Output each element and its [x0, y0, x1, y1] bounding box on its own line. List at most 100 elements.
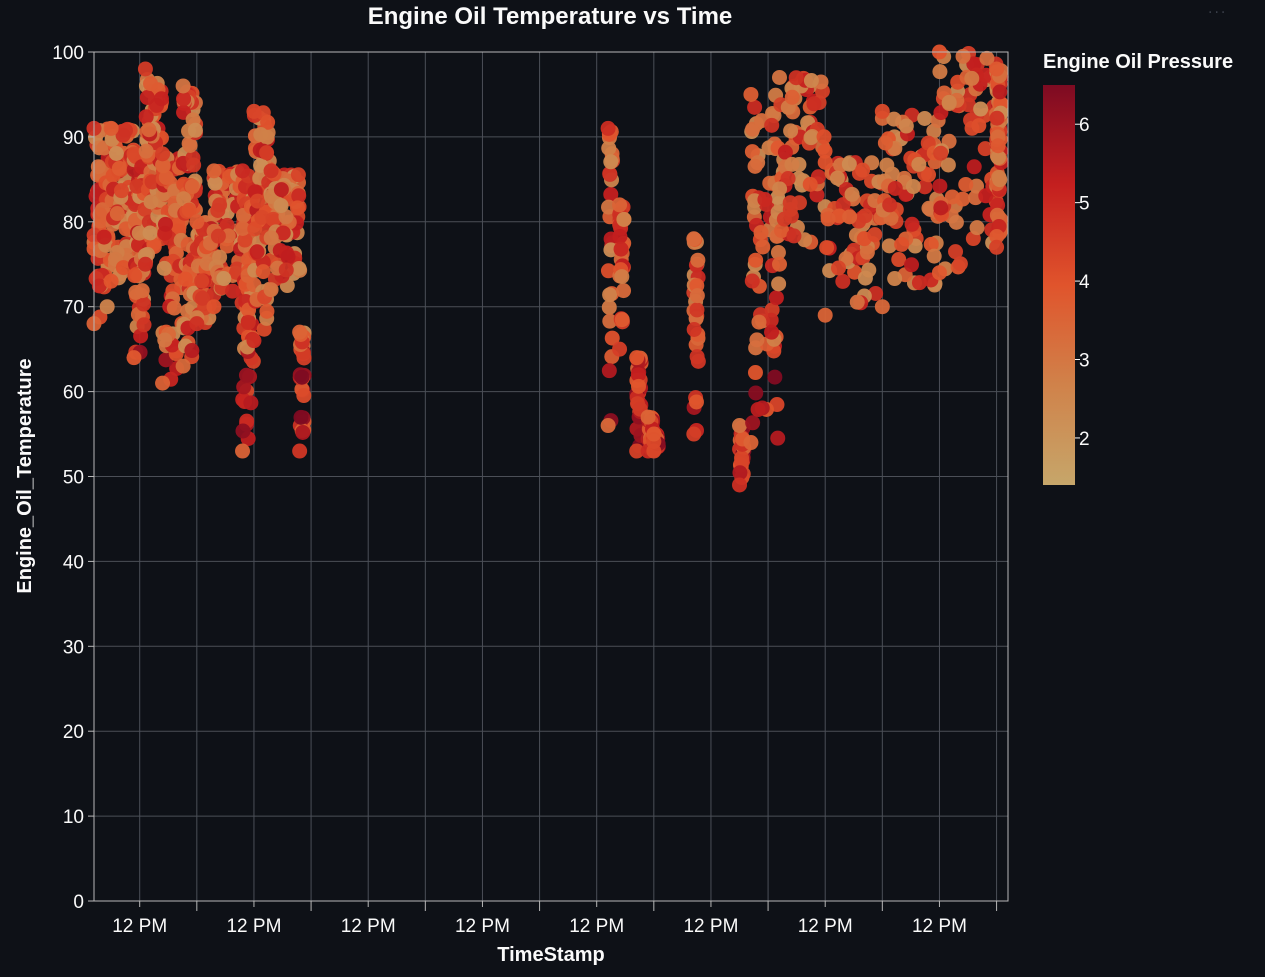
data-point: [206, 299, 222, 315]
y-tick-label: 50: [63, 468, 84, 489]
data-point: [108, 146, 124, 162]
data-point: [612, 229, 628, 245]
data-point: [141, 122, 157, 138]
data-point: [940, 157, 956, 173]
data-point: [138, 109, 154, 125]
data-point: [955, 48, 971, 64]
data-point: [820, 211, 836, 227]
data-point: [236, 379, 252, 395]
data-point: [601, 140, 617, 156]
data-point: [780, 171, 796, 187]
data-point: [911, 156, 927, 172]
data-point: [753, 224, 769, 240]
data-point: [235, 443, 251, 459]
data-point: [176, 91, 192, 107]
x-tick-label: 12 PM: [683, 916, 738, 937]
data-point: [770, 430, 786, 446]
data-point: [743, 435, 759, 451]
data-point: [921, 200, 937, 216]
data-point: [238, 367, 254, 383]
x-tick-label: 12 PM: [226, 916, 281, 937]
y-tick-label: 0: [73, 892, 84, 913]
data-point: [629, 350, 645, 366]
data-point: [926, 248, 942, 264]
data-point: [749, 332, 765, 348]
data-point: [184, 179, 200, 195]
data-point: [989, 239, 1005, 255]
data-point: [616, 211, 632, 227]
y-tick-label: 60: [63, 383, 84, 404]
data-point: [290, 200, 306, 216]
data-point: [182, 137, 198, 153]
data-point: [932, 64, 948, 80]
data-point: [979, 50, 995, 66]
data-point: [194, 290, 210, 306]
data-point: [280, 249, 296, 265]
data-point: [96, 229, 112, 245]
data-point: [295, 424, 311, 440]
data-point: [958, 176, 974, 192]
data-point: [784, 89, 800, 105]
data-point: [139, 90, 155, 106]
data-point: [103, 273, 119, 289]
data-point: [802, 176, 818, 192]
data-point: [747, 99, 763, 115]
data-point: [177, 271, 193, 287]
data-point: [263, 282, 279, 298]
data-point: [157, 216, 173, 232]
data-point: [187, 122, 203, 138]
data-point: [816, 129, 832, 145]
color-legend-tick-label: 5: [1079, 194, 1090, 215]
data-point: [803, 130, 819, 146]
data-point: [278, 209, 294, 225]
data-point: [292, 324, 308, 340]
data-point: [235, 423, 251, 439]
data-point: [259, 303, 275, 319]
x-tick-label: 12 PM: [112, 916, 167, 937]
data-point: [263, 230, 279, 246]
data-point: [971, 118, 987, 134]
data-point: [111, 160, 127, 176]
data-point: [246, 333, 262, 349]
data-point: [772, 256, 787, 272]
data-point: [263, 163, 279, 179]
data-point: [600, 418, 616, 434]
data-point: [688, 394, 704, 410]
ellipsis-icon[interactable]: ···: [1208, 5, 1228, 21]
data-point: [991, 169, 1007, 185]
data-point: [176, 191, 192, 207]
data-point: [143, 194, 159, 210]
data-point: [153, 91, 169, 107]
y-tick-label: 70: [63, 298, 84, 319]
data-point: [776, 211, 792, 227]
data-point: [275, 225, 291, 241]
data-point: [137, 61, 153, 77]
y-tick-label: 90: [63, 128, 84, 149]
data-point: [189, 316, 205, 332]
data-point: [640, 409, 656, 425]
data-point: [292, 443, 308, 459]
data-point: [212, 249, 228, 265]
data-point: [777, 144, 793, 160]
data-point: [243, 395, 259, 411]
data-point: [948, 214, 964, 230]
color-legend-bar: [1043, 85, 1075, 485]
data-point: [819, 240, 835, 256]
y-tick-label: 100: [52, 43, 84, 64]
data-point: [817, 143, 833, 159]
data-point: [99, 299, 115, 315]
data-point: [90, 159, 106, 175]
data-point: [129, 178, 145, 194]
color-legend: Engine Oil Pressure 2 3 4 5 6: [1043, 51, 1233, 485]
y-tick-label: 40: [63, 552, 84, 573]
data-point: [293, 409, 309, 425]
data-point: [604, 330, 620, 346]
data-point: [960, 97, 976, 113]
color-legend-ticks: 2 3 4 5 6: [1075, 115, 1090, 450]
data-point: [136, 296, 152, 312]
data-point: [783, 123, 799, 139]
data-point: [855, 162, 871, 178]
data-point: [186, 157, 202, 173]
data-point: [732, 418, 748, 434]
